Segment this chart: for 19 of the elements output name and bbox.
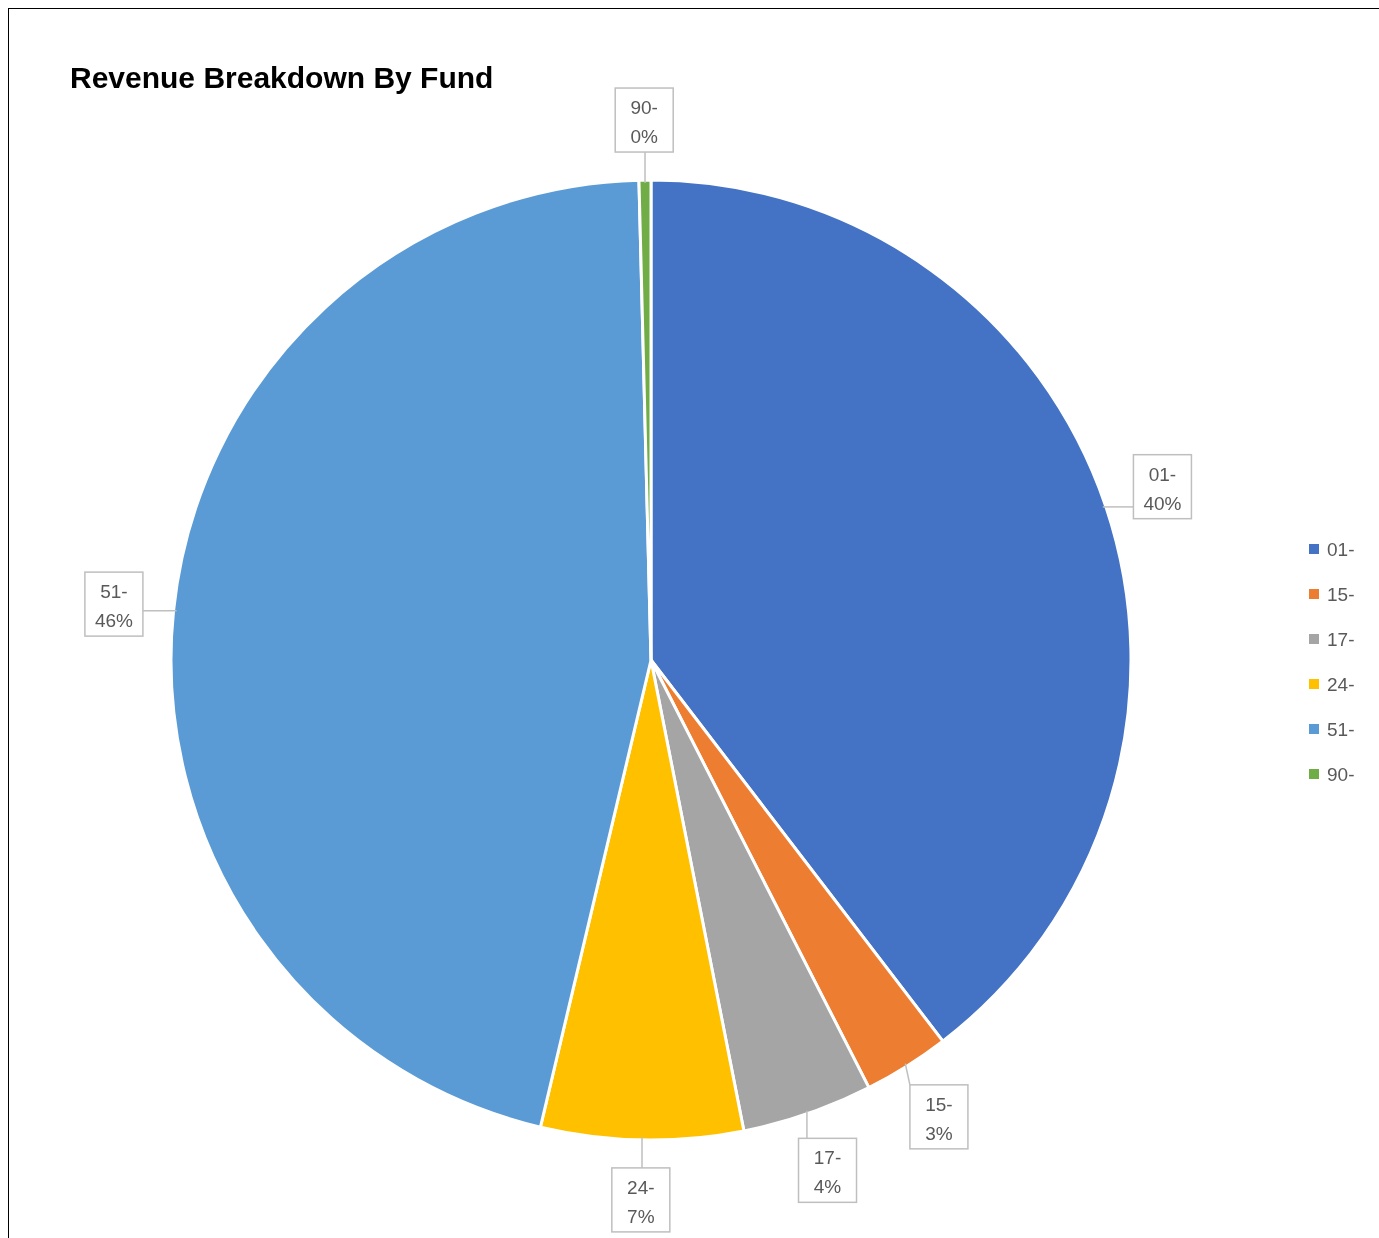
slice-label: 15- bbox=[925, 1093, 953, 1115]
slice-label: 90- bbox=[630, 97, 658, 119]
data-label: 4% bbox=[813, 1176, 842, 1198]
slice-label: 01- bbox=[1148, 463, 1177, 485]
legend-label: 90- bbox=[1327, 764, 1355, 785]
data-label: 3% bbox=[925, 1122, 953, 1144]
slice-label: 17- bbox=[813, 1147, 842, 1169]
data-label: 0% bbox=[630, 126, 659, 148]
data-label: 40% bbox=[1143, 492, 1182, 514]
legend-label: 01- bbox=[1327, 539, 1355, 560]
chart-title: Revenue Breakdown By Fund bbox=[70, 61, 494, 94]
slice-label: 24- bbox=[627, 1176, 655, 1198]
legend-label: 24- bbox=[1327, 674, 1355, 695]
legend-label: 51- bbox=[1327, 719, 1355, 740]
data-label: 7% bbox=[627, 1205, 655, 1227]
legend-label: 15- bbox=[1327, 584, 1355, 605]
data-label: 46% bbox=[94, 610, 134, 632]
slice-label: 51- bbox=[100, 581, 128, 603]
legend-label: 17- bbox=[1327, 629, 1355, 650]
